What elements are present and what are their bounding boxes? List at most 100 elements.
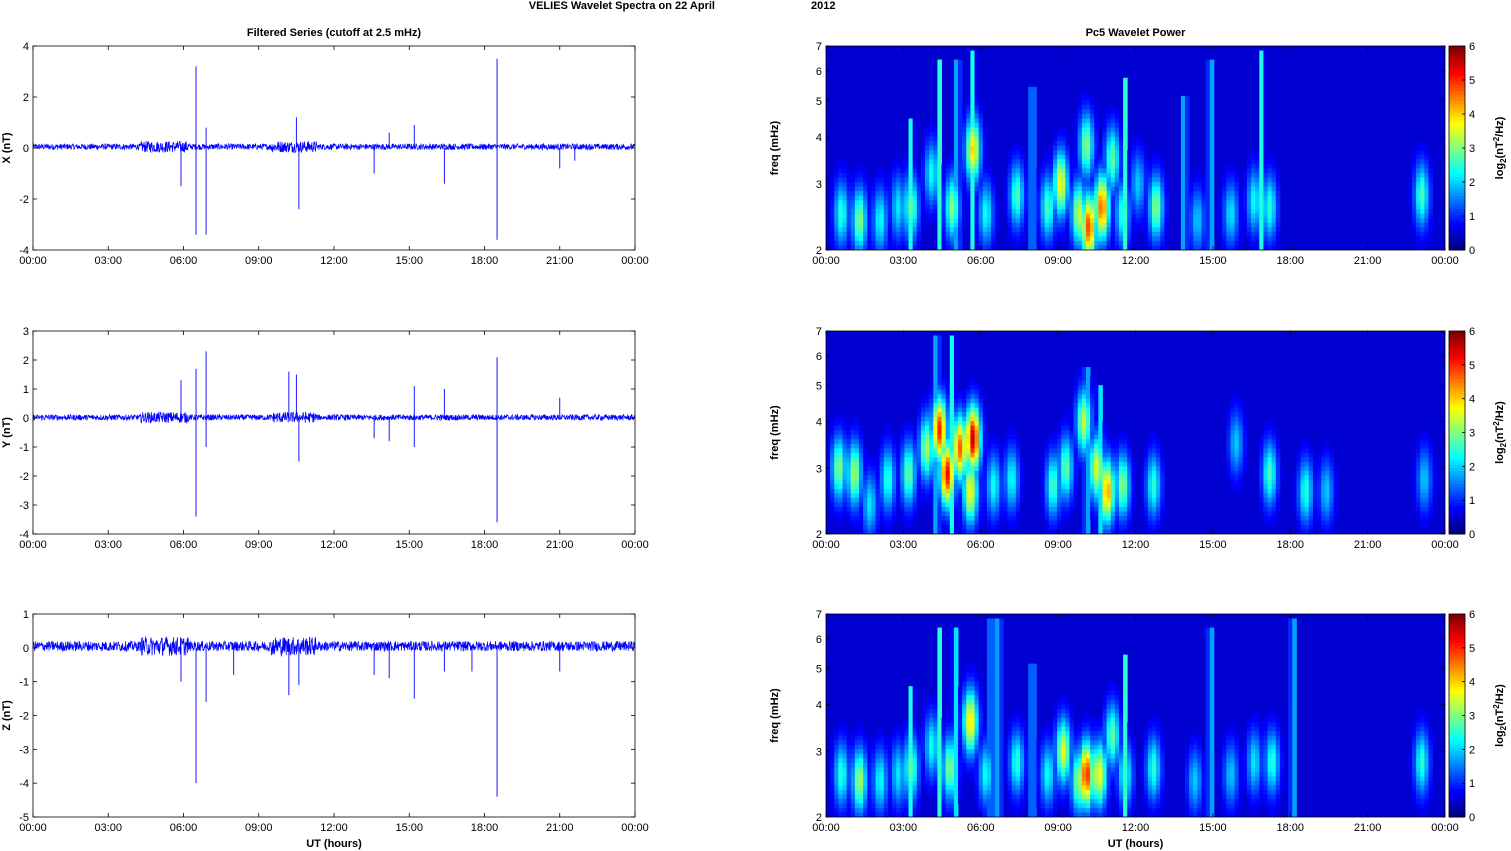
x-wavelet-cell xyxy=(1019,200,1025,206)
y-wavelet-cell xyxy=(1052,457,1058,463)
x-wavelet-cell xyxy=(925,163,930,169)
x-wavelet-cell xyxy=(1209,236,1215,242)
y-wavelet-cell xyxy=(1048,470,1054,476)
x-wavelet-cell xyxy=(1135,177,1141,183)
x-wavelet-cell xyxy=(1024,218,1029,224)
y-wavelet-cell xyxy=(916,497,922,503)
x-wavelet-cell xyxy=(1263,59,1268,65)
y-wavelet-cell xyxy=(900,502,905,508)
x-wavelet-cell xyxy=(900,191,905,196)
y-wavelet-cell xyxy=(941,470,947,476)
x-wavelet-cell xyxy=(1275,172,1281,178)
x-wavelet-cell xyxy=(1428,182,1434,187)
y-wavelet-cell xyxy=(1061,470,1066,476)
x-wavelet-cell xyxy=(1152,150,1157,156)
x-wavelet-cell xyxy=(1251,200,1256,206)
y-wavelet-cell xyxy=(904,475,909,481)
x-wavelet-cell xyxy=(875,186,881,192)
x-wavelet-cell xyxy=(986,204,992,210)
y-wavelet-cell xyxy=(1102,443,1108,449)
y-wavelet-cell xyxy=(834,425,839,431)
y-wavelet-cell xyxy=(949,515,955,521)
x-wavelet-cell xyxy=(896,172,901,178)
x-wavelet-cell xyxy=(1057,231,1062,237)
x-wavelet-cell xyxy=(978,186,984,192)
x-wavelet-cell xyxy=(970,177,975,183)
x-wavelet-cell xyxy=(1185,150,1190,156)
x-wavelet-cell xyxy=(1246,186,1252,192)
x-wavelet-cell xyxy=(1032,204,1037,210)
y-wavelet-cell xyxy=(867,506,872,512)
x-wavelet-cell xyxy=(896,159,901,165)
y-wavelet-cell xyxy=(1073,452,1079,458)
x-wavelet-cell xyxy=(875,168,881,174)
y-wavelet-cell xyxy=(949,349,955,354)
y-wavelet-cell xyxy=(1069,461,1074,467)
x-wavelet-cell xyxy=(1251,182,1256,187)
y-wavelet-cell xyxy=(945,425,951,431)
y-wavelet-cell xyxy=(1081,457,1087,463)
x-wavelet-colorbar-step xyxy=(1449,84,1465,88)
x-wavelet-cell xyxy=(1147,186,1153,192)
z-series-xtick-label: 09:00 xyxy=(245,822,273,834)
y-wavelet-cell xyxy=(941,443,947,449)
x-wavelet-cell xyxy=(1073,186,1079,192)
y-wavelet-cell xyxy=(826,457,831,463)
x-wavelet-cell xyxy=(1073,213,1079,219)
x-wavelet-cell xyxy=(1135,172,1141,178)
x-wavelet-cell xyxy=(846,195,852,201)
x-wavelet-cell xyxy=(925,218,930,224)
x-wavelet-cell xyxy=(1420,222,1425,228)
x-wavelet-cell xyxy=(962,191,967,196)
x-wavelet-cell xyxy=(1052,182,1058,187)
x-wavelet-cell xyxy=(1411,231,1417,237)
y-wavelet-cell xyxy=(933,371,938,377)
y-wavelet-cell xyxy=(966,470,971,476)
x-wavelet-cell xyxy=(916,227,922,233)
y-wavelet-cell xyxy=(1152,520,1157,526)
x-wavelet-cell xyxy=(1193,240,1198,246)
x-wavelet-cell xyxy=(908,172,914,178)
y-wavelet-cell xyxy=(958,412,963,418)
x-wavelet-cell xyxy=(1102,245,1108,250)
x-wavelet-cell xyxy=(1036,213,1041,219)
y-wavelet-cell xyxy=(958,524,963,530)
x-wavelet-cell xyxy=(1015,195,1021,201)
x-wavelet-cell xyxy=(1114,240,1120,246)
y-wavelet-cell xyxy=(1098,389,1103,395)
y-wavelet-cell xyxy=(1015,511,1021,517)
x-wavelet-cell xyxy=(1040,245,1046,250)
x-wavelet-cell xyxy=(1222,245,1227,250)
y-wavelet-cell xyxy=(953,380,959,386)
x-wavelet-cell xyxy=(970,245,975,250)
x-wavelet-cell xyxy=(1077,104,1083,110)
y-wavelet-cell xyxy=(1077,443,1083,449)
x-wavelet-cell xyxy=(850,218,856,224)
x-wavelet-cell xyxy=(1057,186,1062,192)
x-wavelet-cell xyxy=(1230,236,1235,242)
y-wavelet-cell xyxy=(958,475,963,481)
y-wavelet-cell xyxy=(1234,475,1240,481)
x-wavelet-cell xyxy=(1246,209,1252,215)
y-wavelet-cell xyxy=(974,452,980,458)
x-wavelet-cell xyxy=(838,172,843,178)
x-wavelet-cell xyxy=(1106,154,1112,160)
x-wavelet-cell xyxy=(883,227,889,233)
x-wavelet-cell xyxy=(1081,218,1087,224)
x-wavelet-cell xyxy=(962,150,967,156)
y-wavelet-cell xyxy=(945,461,951,467)
x-wavelet-cell xyxy=(904,231,909,237)
y-wavelet-cell xyxy=(1131,475,1136,481)
y-series-ytick-label: -3 xyxy=(19,500,29,512)
y-wavelet-cell xyxy=(854,520,860,526)
y-wavelet-cell xyxy=(830,502,835,508)
x-wavelet-cell xyxy=(1085,163,1091,169)
x-wavelet-cell xyxy=(896,236,901,242)
x-wavelet-cell xyxy=(1123,200,1128,206)
y-wavelet-cell xyxy=(966,434,971,440)
x-wavelet-cell xyxy=(1222,195,1227,201)
x-wavelet-cell xyxy=(949,168,955,174)
y-wavelet-cell xyxy=(986,515,992,521)
x-wavelet-cell xyxy=(953,177,959,183)
y-wavelet-cell xyxy=(1234,470,1240,476)
